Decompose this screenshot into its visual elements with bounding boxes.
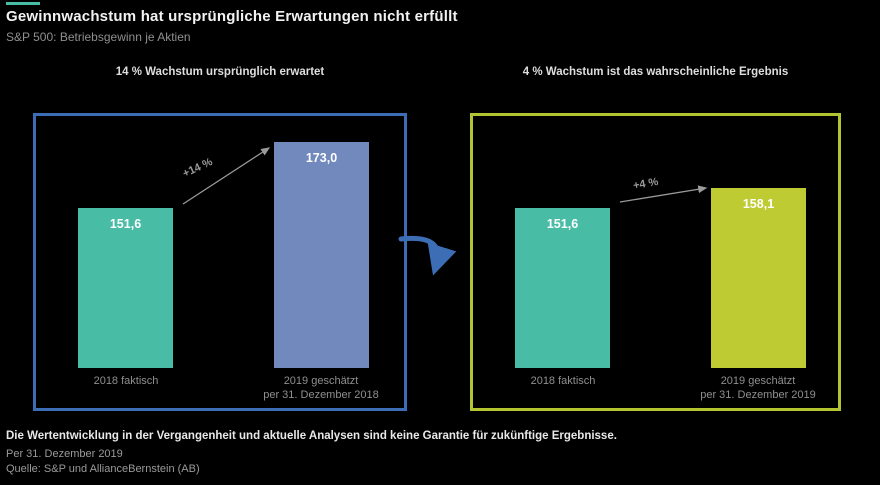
category-label: 2019 geschätzt per 31. Dezember 2019: [678, 374, 838, 402]
category-line: 2019 geschätzt: [283, 375, 359, 387]
accent-bar: [6, 2, 40, 5]
growth-annotation: +14 %: [180, 155, 215, 181]
right-panel-title: 4 % Wachstum ist das wahrscheinliche Erg…: [522, 66, 789, 78]
category-line: 2019 geschätzt: [720, 375, 796, 387]
left-panel-title: 14 % Wachstum ursprünglich erwartet: [115, 66, 325, 78]
page-subtitle: S&P 500: Betriebsgewinn je Aktien: [6, 30, 191, 44]
bar-value-label: 151,6: [546, 217, 579, 232]
category-label: 2018 faktisch: [46, 374, 206, 388]
right-panel-box: 151,6 158,1 +4 % 2018 faktisch 2019 gesc…: [470, 113, 841, 411]
bar-2018-faktisch: 151,6: [78, 208, 173, 368]
category-line: per 31. Dezember 2019: [700, 389, 816, 401]
bar-2019-geschaetzt-2019: 158,1: [711, 187, 806, 368]
left-panel-box: 151,6 173,0 +14 % 2018 faktisch 2019 ges…: [33, 113, 407, 411]
bar-value-label: 151,6: [109, 217, 142, 232]
category-line: 2018 faktisch: [530, 375, 596, 387]
category-line: per 31. Dezember 2018: [263, 389, 379, 401]
bar-value-label: 173,0: [305, 150, 338, 165]
growth-annotation: +4 %: [632, 175, 660, 193]
bar-2019-geschaetzt-2018: 173,0: [274, 141, 369, 368]
as-of-date: Per 31. Dezember 2019: [6, 448, 123, 460]
bar-value-label: 158,1: [742, 196, 775, 211]
panel-connector-arrow-icon: [398, 235, 457, 276]
category-line: 2018 faktisch: [93, 375, 159, 387]
category-label: 2019 geschätzt per 31. Dezember 2018: [241, 374, 401, 402]
source-text: Quelle: S&P und AllianceBernstein (AB): [6, 463, 200, 475]
category-label: 2018 faktisch: [483, 374, 643, 388]
disclaimer-text: Die Wertentwicklung in der Vergangenheit…: [6, 430, 617, 442]
page-title: Gewinnwachstum hat ursprüngliche Erwartu…: [6, 8, 458, 25]
bar-2018-faktisch: 151,6: [515, 208, 610, 368]
